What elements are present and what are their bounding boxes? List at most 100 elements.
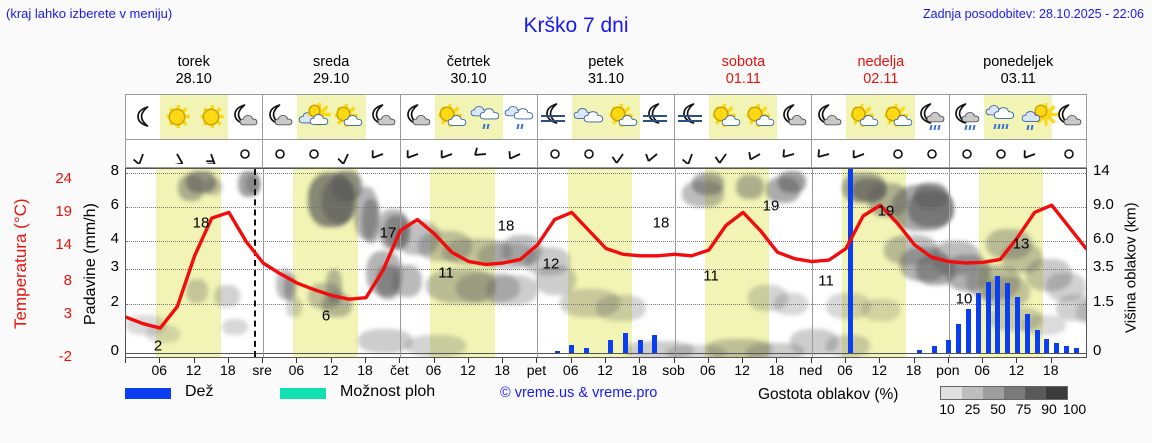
x-axis-label-18: 18 [1042,362,1059,378]
x-tick [159,358,161,363]
x-tick [982,358,984,363]
daylight-band-3 [567,169,633,357]
precipitation-bar [569,344,575,353]
icon-day-3 [536,95,674,139]
icon-slot-0-2 [194,95,229,139]
cloud-cover-blob [966,265,1020,299]
wind-barb-icon [610,144,636,164]
copyright-link[interactable]: © vreme.us & vreme.pro [500,385,658,401]
wind-barb-icon [1022,144,1048,164]
wind-slot-4-2 [743,140,777,167]
weather-icon-band [125,94,1087,140]
icon-day-4 [674,95,811,139]
precipitation-bar [985,281,991,353]
cloud-cover-blob [204,179,222,195]
cloud-cover-blob [826,293,870,319]
wind-barb-icon [405,144,431,164]
cloud-cover-blob [778,171,806,193]
wind-slot-0-1 [160,140,194,167]
cloud-cover-blob [666,345,726,357]
wind-slot-2-1 [435,140,469,167]
x-tick [707,358,709,363]
x-tick [399,358,401,363]
weather-icon-sun-cloud-small [297,101,332,133]
precip-tick-8: 8 [110,162,119,179]
temperature-curve [126,203,1086,330]
precip-tick-6: 6 [110,196,119,213]
temperature-value-label: 10 [955,290,973,308]
day-header-torek: torek 28.10 [125,54,262,92]
wind-slot-4-3 [777,140,811,167]
precipitation-bar [1014,296,1020,353]
icon-slot-0-1 [160,95,195,139]
cloud-cover-blob [186,279,208,303]
temp-tick-19: 19 [55,203,72,220]
x-tick [776,358,778,363]
cloud-cover-blob [1022,315,1066,335]
x-axis-label-12: 12 [460,362,476,378]
day-name: sobota [721,54,766,70]
wind-slot-1-2 [331,140,365,167]
cloud-density-tick-25: 25 [964,401,981,417]
cloud-cover-blob [536,265,576,295]
x-tick [947,358,949,363]
x-axis-label-18: 18 [905,362,922,378]
x-tick [1016,358,1018,363]
temperature-value-label: 11 [818,272,834,290]
cloud-density-ramp [940,386,1068,400]
wind-barb-icon [851,144,877,164]
cloud-cover-blob [146,325,180,343]
cloud-density-step-5 [1046,387,1067,399]
x-axis-label-ned: ned [799,362,823,378]
page-title: Krško 7 dni [523,14,629,37]
x-axis-label-06: 06 [974,362,990,378]
x-axis-label-12: 12 [1008,362,1025,378]
wind-barb-icon [919,144,945,164]
weather-icon-sun-cloud [606,101,640,133]
icon-slot-6-3 [1052,95,1086,139]
wind-barb-icon [198,144,224,164]
wind-barb-icon [747,144,773,164]
icon-slot-4-3 [777,95,811,139]
cloud-cover-blob [222,319,248,335]
temperature-value-label: 13 [1012,235,1030,253]
x-tick [913,358,915,363]
legend-shower-label: Možnost ploh [340,383,436,400]
gridline-horizontal-0 [126,173,1086,174]
wind-slot-0-2 [194,140,228,167]
day-name: četrtek [446,54,491,70]
day-header-ponedeljek: ponedeljek 03.11 [950,54,1087,92]
cloud-cover-blob [286,297,302,317]
precip-tick-4: 4 [110,230,119,247]
cloud-cover-blob [1046,273,1086,301]
x-tick [742,358,744,363]
day-date: 30.10 [450,71,487,87]
temperature-value-label: 19 [877,202,895,220]
x-tick [605,358,606,363]
cloud-cover-blob [456,273,520,303]
wind-barb-icon [439,144,465,164]
x-tick [262,358,264,363]
x-tick [296,358,298,363]
precipitation-bar [931,346,937,353]
precipitation-bar [1005,282,1011,353]
weather-icon-sun-cloud [743,101,777,133]
cloud-density-ramp-labels: 10 25 50 75 90 100 [933,401,1086,419]
precipitation-bar [1054,342,1060,353]
forecast-plot-area[interactable]: 2 18 6 17 11 18 12 18 11 19 11 19 10 13 [125,168,1087,358]
weather-icon-moon-cloud [1052,101,1086,133]
icon-slot-5-0 [812,95,846,139]
x-axis-label-12: 12 [185,362,202,378]
precipitation-bar [583,348,589,353]
temp-tick--2: -2 [58,348,72,365]
icon-slot-2-0 [401,95,435,139]
cloud-cover-blob [596,295,646,321]
cloud-cover-blob [986,229,1032,259]
weather-icon-sun-cloud [331,101,365,133]
cloud-tick-3.5: 3.5 [1093,258,1114,275]
cloud-density-tick-10: 10 [939,401,955,417]
wind-slot-0-3 [228,140,262,167]
wind-barb-icon [885,144,911,164]
icon-slot-3-1 [571,95,606,139]
wind-day-0 [126,140,262,167]
